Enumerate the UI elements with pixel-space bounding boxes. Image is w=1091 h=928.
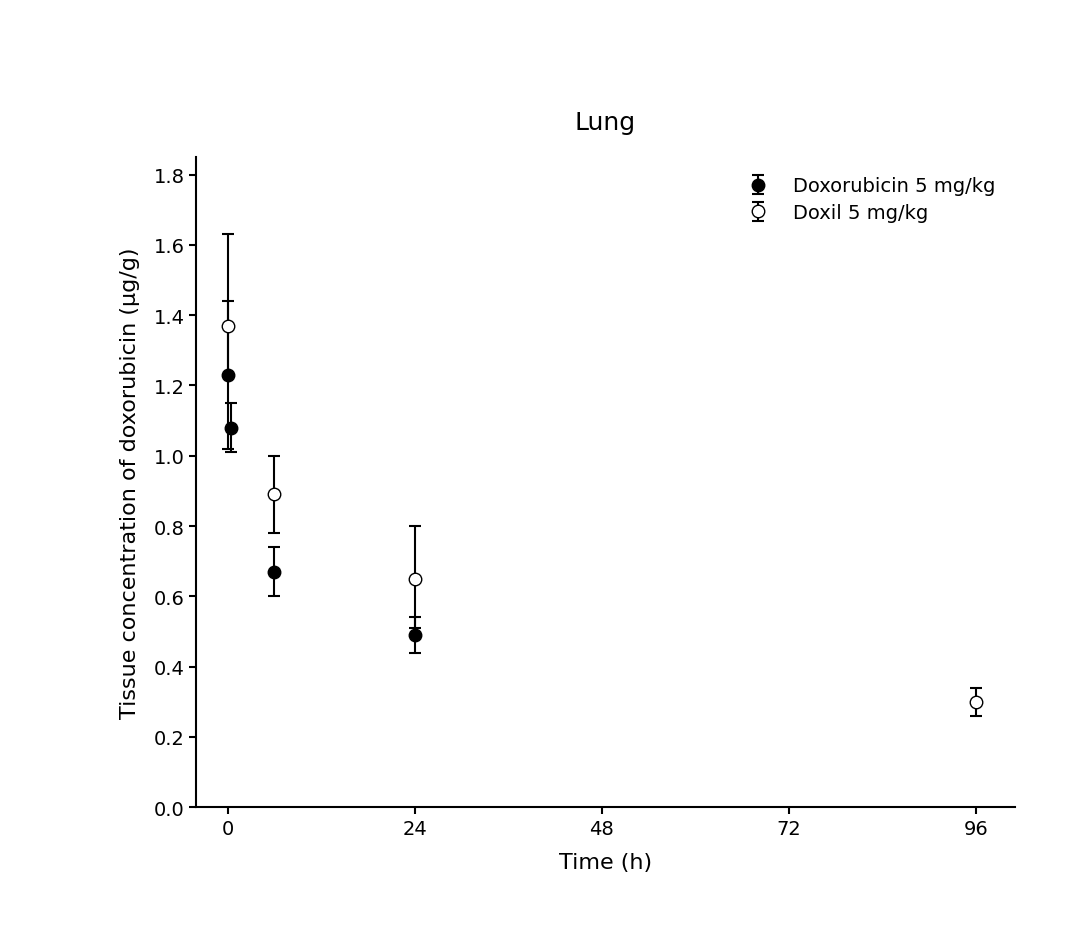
Y-axis label: Tissue concentration of doxorubicin (μg/g): Tissue concentration of doxorubicin (μg/… (120, 247, 140, 718)
Title: Lung: Lung (575, 111, 636, 135)
X-axis label: Time (h): Time (h) (559, 852, 652, 872)
Legend: Doxorubicin 5 mg/kg, Doxil 5 mg/kg: Doxorubicin 5 mg/kg, Doxil 5 mg/kg (729, 167, 1005, 233)
